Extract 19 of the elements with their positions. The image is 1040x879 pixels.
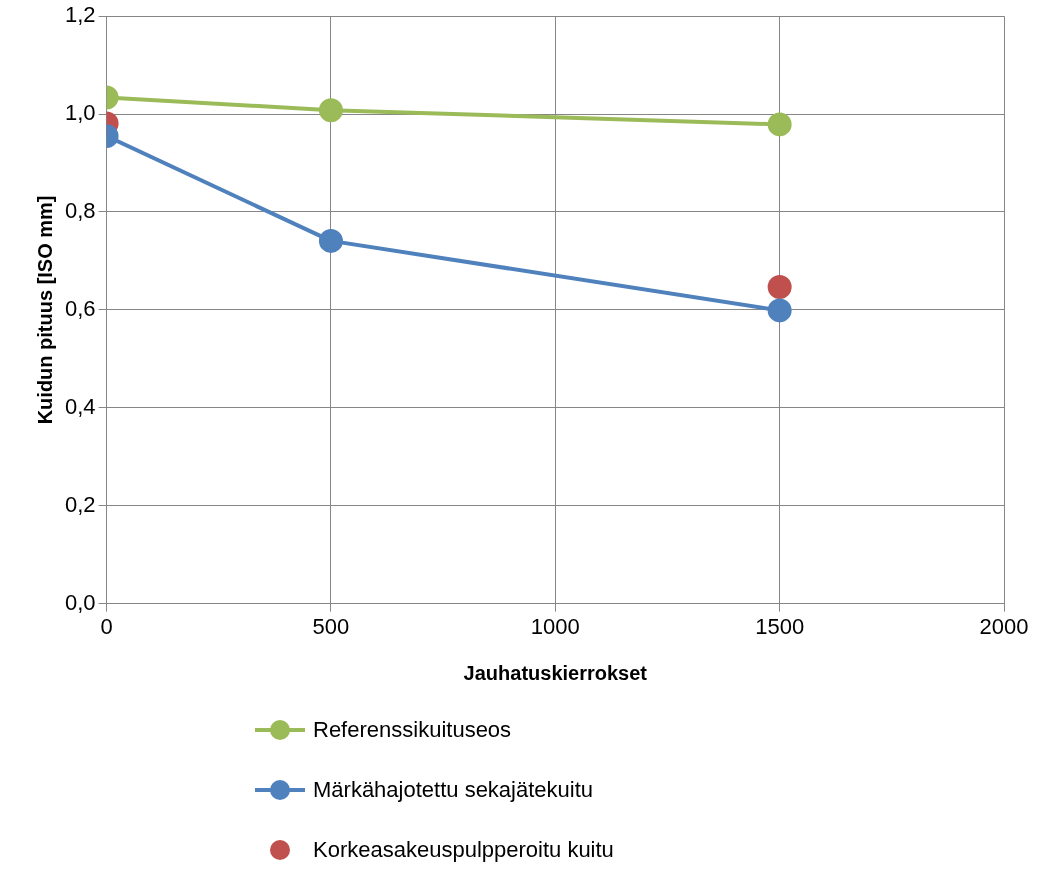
x-tick-label: 500 — [312, 613, 350, 639]
y-tick-label: 0,4 — [64, 393, 96, 419]
y-axis-title: Kuidun pituus [ISO mm] — [33, 195, 56, 425]
y-tick-label: 0,8 — [64, 198, 96, 224]
point — [767, 298, 792, 323]
x-tick-label: 1000 — [530, 613, 580, 639]
y-tick-label: 0,6 — [64, 295, 96, 321]
x-axis-title: Jauhatuskierrokset — [463, 661, 648, 684]
x-tick-label: 0 — [100, 613, 113, 639]
y-tick-label: 1,2 — [64, 2, 96, 28]
legend-label: Märkähajotettu sekajätekuitu — [313, 777, 594, 803]
y-tick-label: 0,0 — [64, 589, 96, 615]
x-tick-label: 2000 — [979, 613, 1029, 639]
point — [767, 112, 792, 137]
y-tick-label: 0,2 — [64, 491, 96, 517]
y-tick-label: 1,0 — [64, 100, 96, 126]
legend-label: Referenssikuituseos — [313, 717, 512, 743]
legend-label: Korkeasakeuspulpperoitu kuitu — [313, 837, 614, 863]
x-tick-label: 1500 — [755, 613, 805, 639]
